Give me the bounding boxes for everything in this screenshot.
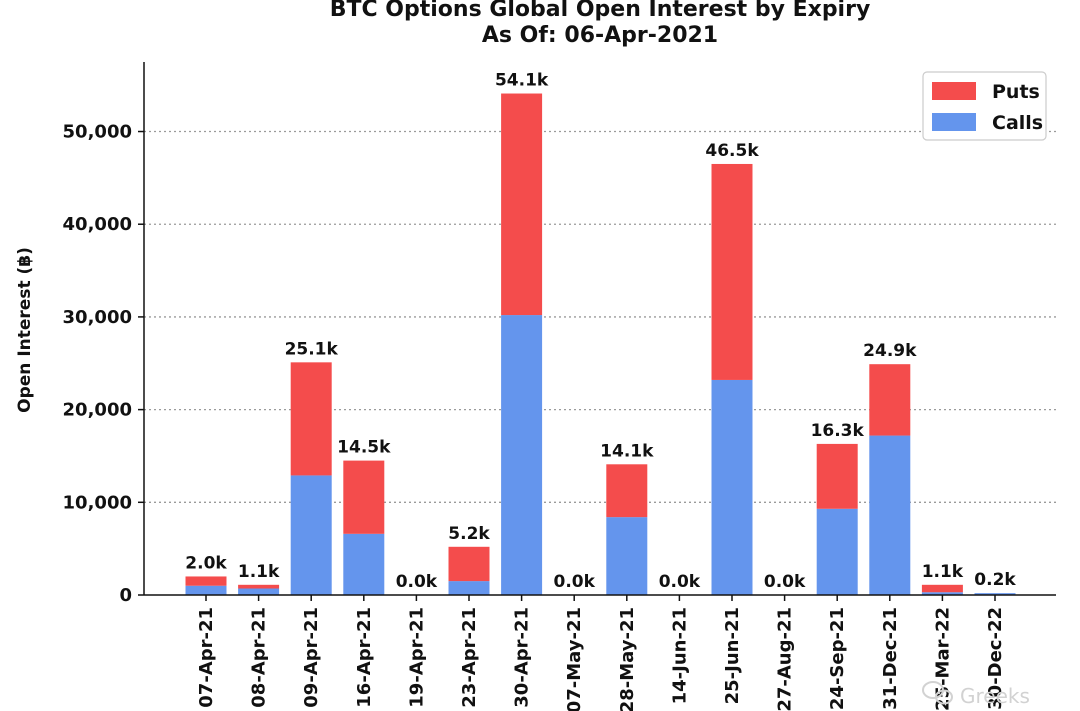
bar-total-label: 0.0k bbox=[396, 572, 438, 592]
legend: Puts Calls bbox=[922, 71, 1047, 141]
bar-puts bbox=[448, 546, 490, 582]
y-tick-label: 40,000 bbox=[63, 214, 132, 235]
bar-calls bbox=[711, 379, 753, 595]
y-tick-label: 0 bbox=[119, 585, 132, 606]
bar-total-label: 0.0k bbox=[659, 572, 701, 592]
x-tick-label: 16-Apr-21 bbox=[354, 607, 375, 708]
x-tick-label: 25-Jun-21 bbox=[722, 607, 743, 704]
bar-total-label: 0.0k bbox=[553, 572, 595, 592]
bar-puts bbox=[711, 163, 753, 380]
watermark: Greeks bbox=[922, 681, 1030, 708]
x-tick-label: 25-Mar-22 bbox=[932, 607, 953, 711]
bar-puts bbox=[816, 443, 858, 509]
bar-total-label: 14.5k bbox=[337, 438, 391, 458]
chart-subtitle: As Of: 06-Apr-2021 bbox=[482, 23, 718, 48]
bar-puts bbox=[606, 464, 648, 518]
legend-label-puts: Puts bbox=[992, 81, 1040, 103]
bar-total-label: 0.2k bbox=[974, 570, 1016, 590]
bar-total-label: 2.0k bbox=[185, 553, 227, 573]
bar-puts bbox=[290, 362, 332, 476]
bar-puts bbox=[921, 584, 963, 593]
x-tick-label: 14-Jun-21 bbox=[669, 607, 690, 704]
bar-calls bbox=[343, 533, 385, 595]
bar-calls bbox=[448, 581, 490, 595]
bar-calls bbox=[816, 508, 858, 595]
bar-calls bbox=[238, 588, 280, 595]
y-tick-label: 30,000 bbox=[63, 307, 132, 328]
x-tick-label: 24-Sep-21 bbox=[827, 607, 848, 710]
bar-total-label: 25.1k bbox=[285, 339, 339, 359]
x-tick-label: 07-Apr-21 bbox=[196, 607, 217, 708]
x-tick-label: 19-Apr-21 bbox=[406, 607, 427, 708]
wechat-icon bbox=[922, 681, 953, 705]
bar-calls bbox=[869, 435, 911, 595]
watermark-text: Greeks bbox=[960, 684, 1030, 708]
bar-calls bbox=[921, 592, 963, 595]
bar-total-label: 54.1k bbox=[495, 71, 549, 91]
x-tick-label: 30-Apr-21 bbox=[512, 607, 533, 708]
x-axis-ticks: 07-Apr-21 08-Apr-21 09-Apr-21 16-Apr-21 19-A… bbox=[196, 595, 1006, 711]
bar-total-label: 14.1k bbox=[600, 441, 654, 461]
x-tick-label: 30-Dec-22 bbox=[985, 607, 1006, 710]
bar-total-label: 5.2k bbox=[448, 524, 490, 544]
y-axis-ticks: 0 10,000 20,000 30,000 40,000 50,000 bbox=[63, 122, 144, 606]
x-tick-label: 09-Apr-21 bbox=[301, 607, 322, 708]
x-tick-label: 27-Aug-21 bbox=[775, 607, 796, 711]
legend-label-calls: Calls bbox=[992, 112, 1043, 134]
bar-calls bbox=[606, 517, 648, 595]
bar-total-label: 24.9k bbox=[863, 341, 917, 361]
x-tick-label: 28-May-21 bbox=[617, 607, 638, 711]
bars bbox=[185, 93, 1016, 595]
x-tick-label: 07-May-21 bbox=[564, 607, 585, 711]
chart-title: BTC Options Global Open Interest by Expi… bbox=[330, 0, 871, 22]
y-axis-title: Open Interest (฿) bbox=[15, 247, 35, 413]
y-tick-label: 10,000 bbox=[63, 492, 132, 513]
legend-swatch-puts bbox=[932, 82, 976, 100]
x-tick-label: 31-Dec-21 bbox=[880, 607, 901, 710]
bar-calls bbox=[185, 585, 227, 595]
bar-puts bbox=[238, 584, 280, 589]
bar-calls bbox=[290, 475, 332, 595]
bar-puts bbox=[343, 460, 385, 534]
bar-calls bbox=[501, 315, 543, 595]
x-tick-label: 23-Apr-21 bbox=[459, 607, 480, 708]
bar-puts bbox=[869, 364, 911, 436]
bar-total-label: 1.1k bbox=[238, 562, 280, 582]
bar-total-label: 16.3k bbox=[811, 421, 865, 441]
y-tick-label: 20,000 bbox=[63, 400, 132, 421]
x-tick-label: 08-Apr-21 bbox=[249, 607, 270, 708]
bar-calls bbox=[974, 593, 1016, 595]
legend-swatch-calls bbox=[932, 113, 976, 131]
bar-total-label: 0.0k bbox=[764, 572, 806, 592]
bar-total-label: 1.1k bbox=[922, 562, 964, 582]
bar-puts bbox=[501, 93, 543, 316]
bar-total-labels: 2.0k 1.1k 25.1k 14.5k 0.0k 5.2k 54.1k 0.0k 14.1k… bbox=[185, 71, 1016, 592]
y-tick-label: 50,000 bbox=[63, 122, 132, 143]
bar-total-label: 46.5k bbox=[705, 141, 759, 161]
bar-puts bbox=[185, 576, 227, 586]
